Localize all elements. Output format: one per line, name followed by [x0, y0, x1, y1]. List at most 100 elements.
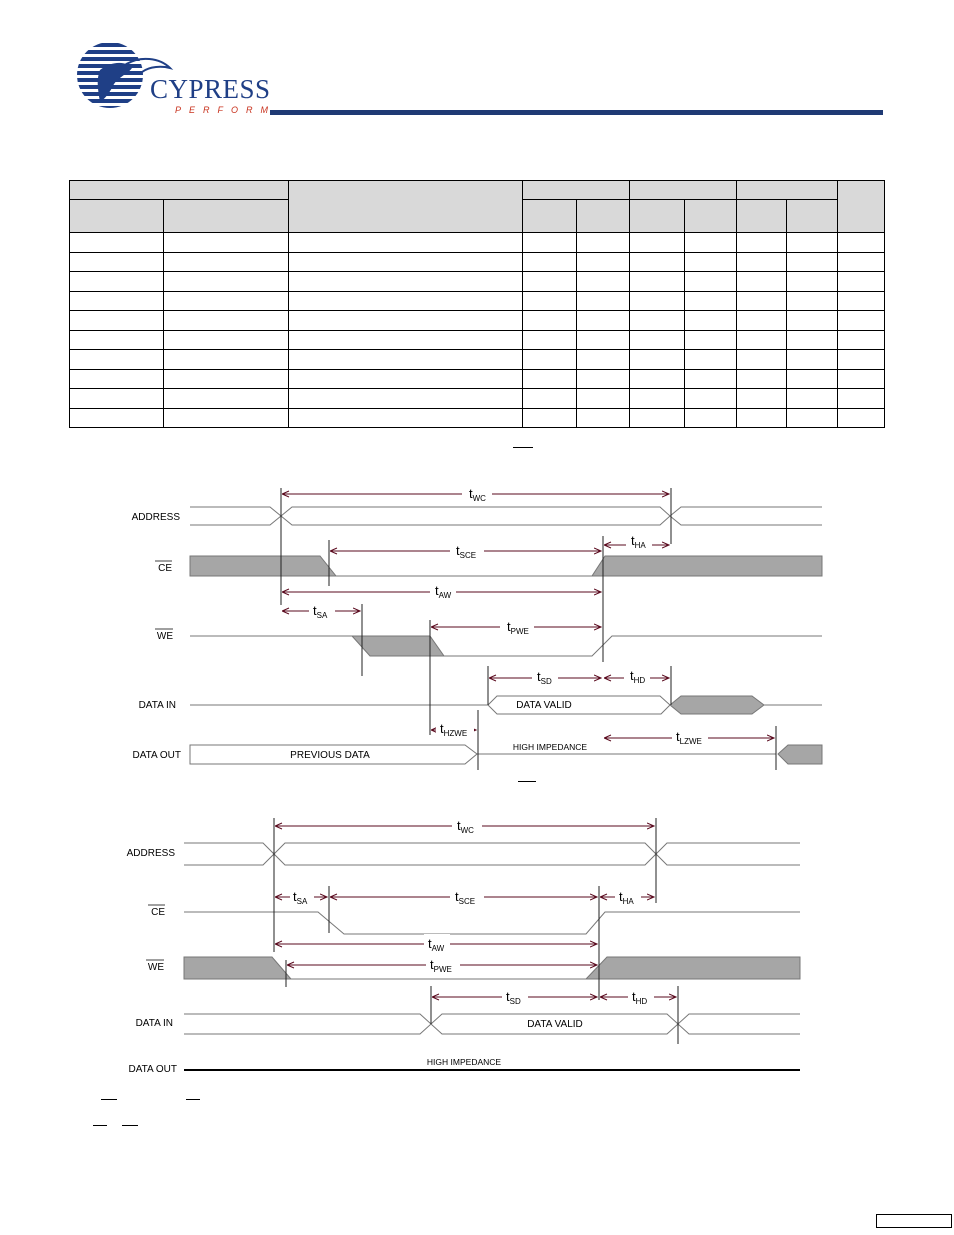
brand-name: CYPRESS	[150, 74, 271, 104]
table-cell	[786, 251, 838, 272]
table-cell	[576, 310, 630, 331]
table-cell	[288, 271, 523, 292]
signal-we: WE	[157, 631, 173, 642]
table-row	[69, 368, 885, 389]
table-cell	[786, 290, 838, 311]
table-cell	[629, 251, 685, 272]
timing-label-tsa: tSA	[313, 603, 328, 620]
table-cell	[522, 271, 577, 292]
note-overline	[101, 1099, 117, 1100]
table-header-cell	[288, 180, 523, 233]
previous-data-label: PREVIOUS DATA	[290, 750, 370, 761]
table-cell	[163, 388, 289, 409]
table-cell	[786, 232, 838, 253]
table-cell	[837, 349, 885, 370]
table-cell	[629, 388, 685, 409]
table-cell	[288, 232, 523, 253]
table-cell	[684, 388, 737, 409]
table-header-cell	[684, 199, 737, 233]
signal-data-out: DATA OUT	[132, 750, 181, 761]
table-cell	[629, 271, 685, 292]
table-cell	[576, 349, 630, 370]
table-cell	[522, 251, 577, 272]
table-header-cell	[522, 180, 630, 200]
table-cell	[684, 407, 737, 428]
table-row	[69, 329, 885, 350]
table-cell	[629, 349, 685, 370]
timing-label-tlzwe: tLZWE	[676, 729, 702, 746]
table-row	[69, 349, 885, 370]
table-cell	[629, 368, 685, 389]
page-header: CYPRESS PERFORM	[0, 0, 954, 130]
write-cycle-diagram-we-controlled: tWC tSCE tHA tAW tSA tPWE tSD tHD tHZWE …	[0, 470, 954, 770]
timing-label-twc: tWC	[469, 486, 486, 503]
table-cell	[69, 232, 164, 253]
table-cell	[69, 349, 164, 370]
table-cell	[288, 290, 523, 311]
table-header-cell	[629, 180, 737, 200]
timing-diagram-1-svg: tWC tSCE tHA tAW tSA tPWE tSD tHD tHZWE …	[132, 484, 823, 770]
table-cell	[629, 329, 685, 350]
table-cell	[736, 271, 787, 292]
table-header-row	[69, 199, 885, 233]
signal-address: ADDRESS	[127, 848, 176, 859]
table-cell	[576, 251, 630, 272]
table-row	[69, 310, 885, 331]
table-cell	[163, 329, 289, 350]
table-cell	[576, 271, 630, 292]
timing-label-twc: tWC	[457, 818, 474, 835]
timing-label-tpwe: tPWE	[507, 619, 529, 636]
table-cell	[837, 271, 885, 292]
timing-label-tha: tHA	[619, 889, 634, 906]
table-cell	[684, 368, 737, 389]
table-cell	[837, 407, 885, 428]
switching-characteristics-table	[69, 180, 885, 428]
table-cell	[522, 388, 577, 409]
signal-data-in: DATA IN	[136, 1018, 173, 1029]
table-cell	[736, 407, 787, 428]
table-cell	[736, 349, 787, 370]
table-header-cell	[736, 180, 838, 200]
table-header-row	[69, 180, 885, 233]
table-cell	[522, 290, 577, 311]
table-cell	[576, 407, 630, 428]
table-cell	[736, 388, 787, 409]
table-row	[69, 232, 885, 253]
table-header-cell	[576, 199, 630, 233]
table-cell	[576, 329, 630, 350]
timing-label-tsce: tSCE	[455, 889, 475, 906]
cypress-logo-icon	[77, 42, 174, 108]
table-cell	[69, 271, 164, 292]
table-cell	[786, 271, 838, 292]
signal-data-out: DATA OUT	[128, 1064, 177, 1075]
write-cycle-diagram-ce-controlled: tWC tSA tSCE tHA tAW tPWE tSD tHD ADDRES…	[0, 810, 954, 1080]
table-cell	[684, 232, 737, 253]
table-header-cell	[629, 199, 685, 233]
table-cell	[736, 232, 787, 253]
table-header-cell	[522, 199, 577, 233]
table-cell	[288, 349, 523, 370]
signal-ce: CE	[158, 563, 172, 574]
table-cell	[69, 368, 164, 389]
timing-label-thd: tHD	[632, 989, 647, 1006]
table-cell	[288, 407, 523, 428]
table-cell	[629, 290, 685, 311]
signal-address: ADDRESS	[132, 512, 181, 523]
table-header-cell	[786, 199, 838, 233]
table-cell	[288, 310, 523, 331]
table-cell	[837, 310, 885, 331]
table-cell	[522, 329, 577, 350]
table-row	[69, 290, 885, 311]
table-cell	[629, 310, 685, 331]
signal-ce: CE	[151, 907, 165, 918]
signal-data-in: DATA IN	[139, 700, 176, 711]
high-impedance-label: HIGH IMPEDANCE	[513, 742, 587, 752]
table-header-cell	[69, 180, 289, 200]
timing-label-tsd: tSD	[506, 989, 521, 1006]
timing-label-thd: tHD	[630, 668, 645, 685]
table-row	[69, 388, 885, 409]
table-row	[69, 251, 885, 272]
table-cell	[684, 349, 737, 370]
table-cell	[684, 310, 737, 331]
note-overline	[93, 1125, 107, 1126]
